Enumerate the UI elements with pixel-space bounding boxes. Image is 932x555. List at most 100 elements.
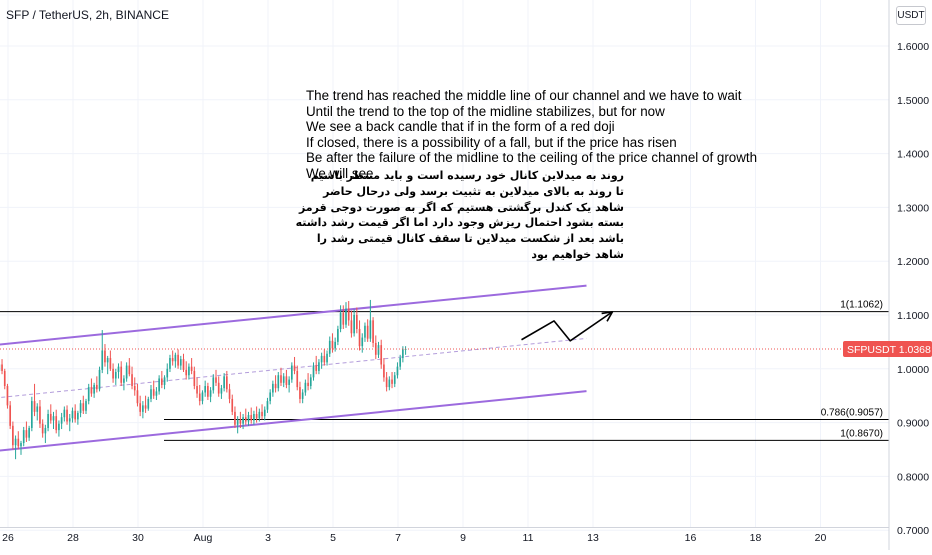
candle-body — [150, 389, 152, 399]
time-tick-label: 20 — [815, 532, 827, 544]
candle-body — [31, 401, 33, 428]
candle-body — [77, 413, 79, 419]
candle-body — [20, 443, 22, 446]
candle-body — [47, 414, 49, 428]
candle-body — [340, 313, 342, 329]
candle-body — [128, 366, 130, 375]
price-axis-bg[interactable] — [889, 0, 932, 550]
candle-body — [110, 358, 112, 369]
candle-body — [359, 329, 361, 346]
candle-body — [169, 358, 171, 369]
candle-body — [166, 369, 168, 378]
time-tick-label: 13 — [587, 532, 599, 544]
candle-body — [291, 366, 293, 380]
candle-body — [177, 355, 179, 366]
projection-arrow-path[interactable] — [522, 312, 613, 341]
candle-body — [245, 417, 247, 421]
candle-body — [63, 410, 65, 418]
candle-body — [256, 414, 258, 418]
candle-body — [123, 378, 125, 382]
candle-body — [36, 406, 38, 411]
candle-body — [23, 430, 25, 443]
candle-body — [96, 385, 98, 389]
candle-body — [288, 380, 290, 385]
candle-body — [345, 309, 347, 325]
candle-body — [296, 371, 298, 387]
candle-body — [372, 320, 374, 343]
candle-body — [131, 374, 133, 386]
candle-body — [164, 377, 166, 385]
candle-body — [61, 417, 63, 423]
candle-body — [156, 391, 158, 395]
candle-body — [88, 387, 90, 401]
candle-body — [378, 345, 380, 355]
candle-body — [361, 338, 363, 347]
candle-body — [53, 416, 55, 420]
candle-body — [215, 377, 217, 382]
candle-body — [353, 315, 355, 333]
price-tick-label: 1.2000 — [897, 256, 929, 268]
candle-body — [231, 399, 233, 412]
candle-body — [275, 384, 277, 388]
price-tick-label: 1.0000 — [897, 364, 929, 376]
candle-body — [386, 377, 388, 387]
grid — [0, 0, 889, 530]
candle-body — [39, 406, 41, 423]
candle-body — [212, 377, 214, 390]
candle-body — [1, 364, 3, 370]
candle-body — [234, 412, 236, 425]
annotation-text-persian[interactable]: روند به میدلاین کانال خود رسیده است و با… — [294, 168, 624, 263]
candle-body — [323, 356, 325, 362]
candle-body — [9, 405, 11, 425]
channel-upper-line[interactable] — [0, 286, 587, 347]
candle-body — [329, 341, 331, 354]
time-tick-label: 3 — [265, 532, 271, 544]
last-price-badge: SFPUSDT 1.0368 — [843, 341, 932, 357]
candle-body — [4, 371, 6, 386]
candle-body — [7, 386, 9, 405]
candle-body — [185, 370, 187, 375]
candle-body — [280, 375, 282, 383]
candle-body — [207, 386, 209, 397]
candle-body — [191, 367, 193, 371]
candle-body — [326, 354, 328, 363]
candle-body — [126, 366, 128, 379]
price-tick-label: 0.7000 — [897, 525, 929, 537]
candle-body — [17, 439, 19, 447]
candle-body — [193, 371, 195, 386]
candle-body — [80, 403, 82, 413]
candle-body — [399, 358, 401, 367]
candle-body — [342, 313, 344, 325]
candle-body — [74, 411, 76, 420]
candle-body — [391, 380, 393, 384]
currency-badge[interactable]: USDT — [896, 6, 926, 25]
candle-body — [283, 376, 285, 382]
candle-body — [277, 375, 279, 388]
candle-body — [139, 403, 141, 412]
projection-arrow[interactable] — [522, 312, 613, 341]
candle-body — [315, 366, 317, 371]
candle-body — [134, 386, 136, 390]
candle-body — [258, 412, 260, 418]
candle-body — [242, 417, 244, 423]
fib-level-label: 0.786(0.9057) — [821, 408, 883, 419]
candle-body — [85, 401, 87, 411]
candle-body — [12, 426, 14, 445]
projection-arrow-head — [602, 312, 613, 322]
time-tick-label: 30 — [132, 532, 144, 544]
candle-body — [302, 392, 304, 398]
candle-body — [112, 369, 114, 379]
candle-body — [145, 405, 147, 408]
candle-body — [226, 376, 228, 389]
candle-body — [388, 380, 390, 388]
candle-body — [267, 401, 269, 410]
time-tick-label: Aug — [194, 532, 213, 544]
candle-body — [248, 415, 250, 421]
candle-body — [147, 399, 149, 409]
time-tick-label: 11 — [523, 532, 534, 544]
candle-body — [137, 390, 139, 403]
